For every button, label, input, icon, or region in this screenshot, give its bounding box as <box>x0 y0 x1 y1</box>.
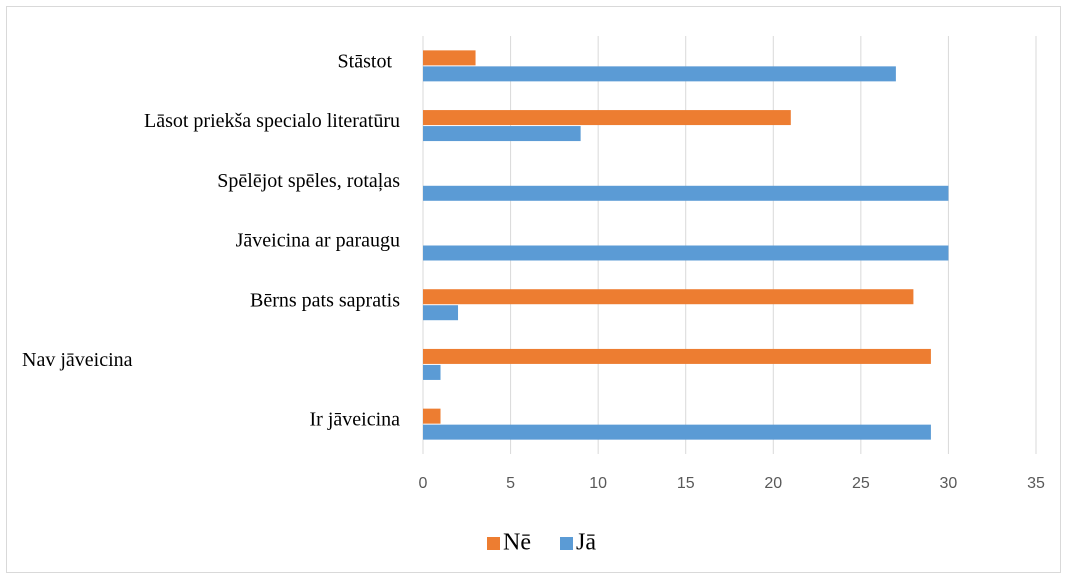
y-tick-label: Spēlējot spēles, rotaļas <box>217 170 400 192</box>
legend-swatch <box>487 537 500 550</box>
legend-swatch <box>560 537 573 550</box>
x-tick-label: 10 <box>589 475 607 492</box>
bar <box>423 185 949 201</box>
x-tick-label: 35 <box>1027 475 1045 492</box>
bar <box>423 305 459 321</box>
x-tick-label: 0 <box>419 475 428 492</box>
y-tick-label: Jāveicina ar paraugu <box>236 230 400 252</box>
bar <box>423 424 931 440</box>
bar <box>423 126 581 142</box>
x-tick-label: 25 <box>852 475 870 492</box>
bar <box>423 364 441 380</box>
x-tick-label: 30 <box>940 475 958 492</box>
x-tick-label: 15 <box>677 475 695 492</box>
bar <box>423 408 441 424</box>
y-tick-label: Bērns pats sapratis <box>250 289 400 311</box>
legend-label: Jā <box>576 530 596 556</box>
legend-label: Nē <box>503 530 531 556</box>
bar <box>423 348 931 364</box>
bar <box>423 245 949 261</box>
bar <box>423 289 914 305</box>
y-tick-label: Stāstot <box>338 50 393 72</box>
y-tick-label: Lāsot priekša specialo literatūru <box>144 110 400 132</box>
y-tick-label: Nav jāveicina <box>22 349 133 371</box>
x-tick-label: 5 <box>506 475 515 492</box>
bar <box>423 50 476 66</box>
bar <box>423 66 896 82</box>
x-tick-label: 20 <box>764 475 782 492</box>
bar <box>423 110 791 126</box>
y-tick-label: Ir jāveicina <box>310 409 401 431</box>
